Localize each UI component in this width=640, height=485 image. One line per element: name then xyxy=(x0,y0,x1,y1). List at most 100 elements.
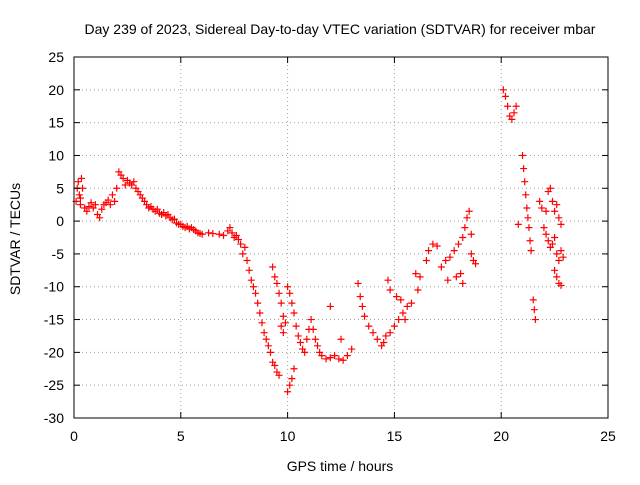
data-point xyxy=(459,279,467,287)
data-point xyxy=(557,281,565,289)
data-point xyxy=(520,165,528,173)
data-point xyxy=(91,201,99,209)
data-point xyxy=(529,296,537,304)
data-point xyxy=(74,178,82,186)
data-point xyxy=(416,273,424,281)
data-point xyxy=(544,237,552,245)
data-point xyxy=(399,309,407,317)
data-point xyxy=(260,329,268,337)
data-point xyxy=(358,302,366,310)
data-point xyxy=(275,371,283,379)
data-point xyxy=(508,115,516,123)
data-point xyxy=(303,335,311,343)
data-point xyxy=(521,178,529,186)
data-point xyxy=(258,319,266,327)
data-point xyxy=(277,322,285,330)
data-point xyxy=(461,224,469,232)
data-point xyxy=(286,289,294,297)
y-tick-label: 20 xyxy=(48,82,64,98)
data-point xyxy=(237,240,245,248)
data-point xyxy=(501,92,509,100)
data-point xyxy=(252,289,260,297)
data-point xyxy=(130,178,138,186)
data-point xyxy=(467,250,475,258)
data-point xyxy=(198,230,206,238)
data-point xyxy=(296,339,304,347)
data-point xyxy=(288,299,296,307)
data-point xyxy=(284,388,292,396)
data-point xyxy=(450,247,458,255)
data-point xyxy=(288,375,296,383)
data-point xyxy=(108,191,116,199)
data-point xyxy=(104,196,112,204)
data-point xyxy=(414,286,422,294)
data-point xyxy=(254,299,262,307)
data-point xyxy=(407,299,415,307)
data-point xyxy=(525,224,533,232)
data-point xyxy=(76,201,84,209)
data-point xyxy=(401,316,409,324)
x-axis-label: GPS time / hours xyxy=(287,458,394,474)
data-point xyxy=(510,109,518,117)
data-point xyxy=(326,302,334,310)
data-point xyxy=(262,335,270,343)
data-point xyxy=(523,204,531,212)
data-point xyxy=(279,312,287,320)
data-point xyxy=(79,184,87,192)
data-point xyxy=(279,329,287,337)
data-point xyxy=(264,342,272,350)
data-point xyxy=(348,345,356,353)
data-point xyxy=(292,322,300,330)
data-point xyxy=(96,214,104,222)
data-point xyxy=(205,229,213,237)
data-point xyxy=(412,270,420,278)
data-point xyxy=(275,289,283,297)
data-point xyxy=(106,201,114,209)
data-point xyxy=(546,184,554,192)
data-point xyxy=(290,365,298,373)
data-point xyxy=(284,283,292,291)
data-point xyxy=(76,194,84,202)
y-tick-label: -25 xyxy=(44,377,64,393)
data-point xyxy=(271,273,279,281)
data-point xyxy=(369,329,377,337)
data-points xyxy=(72,86,567,396)
data-point xyxy=(356,293,364,301)
y-axis-label: SDTVAR / TECUs xyxy=(7,183,23,295)
data-point xyxy=(542,207,550,215)
data-point xyxy=(444,276,452,284)
data-point xyxy=(286,381,294,389)
data-point xyxy=(228,229,236,237)
data-point xyxy=(386,286,394,294)
data-point xyxy=(111,197,119,205)
y-tick-label: 15 xyxy=(48,115,64,131)
data-point xyxy=(245,266,253,274)
data-point xyxy=(504,102,512,110)
x-tick-label: 10 xyxy=(280,428,296,444)
data-point xyxy=(380,339,388,347)
data-point xyxy=(395,316,403,324)
data-point xyxy=(209,230,217,238)
grid xyxy=(74,57,608,418)
x-tick-label: 15 xyxy=(387,428,403,444)
data-point xyxy=(273,279,281,287)
data-point xyxy=(390,322,398,330)
data-point xyxy=(234,235,242,243)
data-point xyxy=(557,220,565,228)
data-point xyxy=(337,335,345,343)
data-point xyxy=(281,319,289,327)
data-point xyxy=(277,299,285,307)
data-point xyxy=(522,191,530,199)
data-point xyxy=(339,356,347,364)
data-point xyxy=(548,197,556,205)
data-point xyxy=(472,260,480,268)
data-point xyxy=(343,352,351,360)
data-point xyxy=(403,302,411,310)
data-point xyxy=(113,184,121,192)
y-tick-label: 5 xyxy=(56,180,64,196)
data-point xyxy=(433,242,441,250)
data-point xyxy=(559,253,567,261)
data-point xyxy=(386,329,394,337)
